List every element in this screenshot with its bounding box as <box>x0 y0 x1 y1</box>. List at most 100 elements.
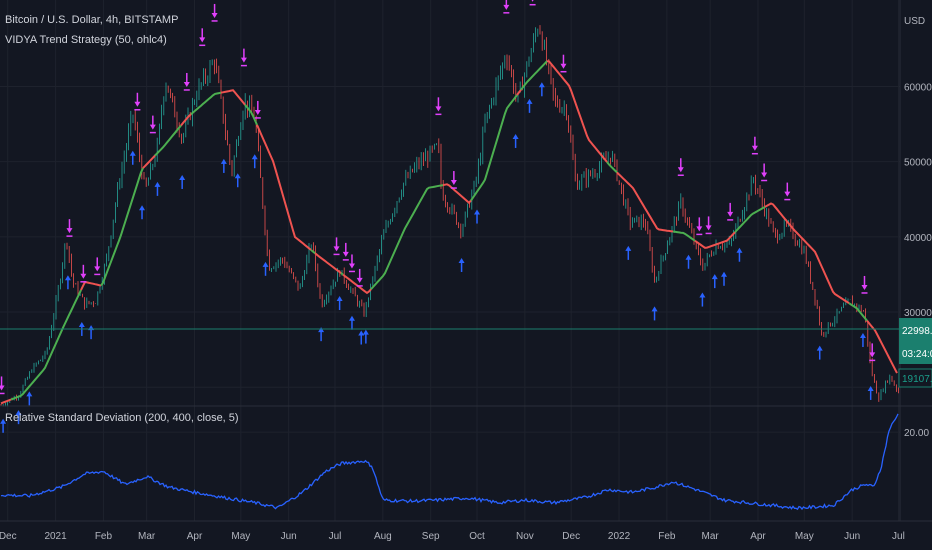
symbol-legend[interactable]: Bitcoin / U.S. Dollar, 4h, BITSTAMP <box>5 14 179 26</box>
time-tick-label: Mar <box>702 531 720 542</box>
buy-signal-arrow <box>220 158 227 173</box>
time-tick-label: 2021 <box>44 531 67 542</box>
time-tick-label: Oct <box>469 531 485 542</box>
sell-arrow-head <box>531 0 534 2</box>
currency-label: USD <box>904 16 925 27</box>
rsd-legend[interactable]: Relative Standard Deviation (200, 400, c… <box>5 412 239 424</box>
sell-signal-arrow <box>94 257 101 276</box>
buy-arrow-head <box>220 158 227 164</box>
vidya-bear-segment <box>142 154 156 169</box>
time-axis[interactable]: Dec 2021 Feb Mar Apr May Jun Jul Aug Sep Oct Nov Dec… <box>0 531 905 542</box>
buy-arrow-head <box>458 257 465 263</box>
sell-signal-arrow <box>869 343 876 362</box>
buy-signal-arrow <box>736 247 743 262</box>
sell-signal-arrow <box>356 268 363 287</box>
buy-signal-arrow <box>859 333 866 348</box>
time-tick-label: 2022 <box>608 531 631 542</box>
sell-signal-arrow <box>342 242 349 261</box>
buy-arrow-head <box>318 327 325 333</box>
buy-arrow-head <box>474 209 481 215</box>
sell-signal-arrow <box>348 254 355 273</box>
time-tick-label: Jul <box>892 531 905 542</box>
buy-signal-arrow <box>64 275 71 290</box>
sell-signal-arrow <box>503 0 510 14</box>
buy-arrow-head <box>711 274 718 280</box>
buy-arrow-head <box>129 150 136 156</box>
vidya-bull-segment <box>606 161 618 174</box>
sell-arrow-head <box>149 124 156 130</box>
buy-signal-arrow <box>251 154 258 169</box>
buy-signal-arrow <box>538 82 545 97</box>
buy-arrow-head <box>512 133 519 139</box>
price-tick-label: 60000.00 <box>904 82 932 93</box>
buy-arrow-head <box>685 254 692 260</box>
vidya-bull-segment <box>190 91 222 115</box>
sell-arrow-head <box>503 4 510 10</box>
buy-signal-arrow <box>362 329 369 344</box>
buy-arrow-head <box>859 333 866 339</box>
time-tick-label: Apr <box>750 531 766 542</box>
buy-arrow-head <box>736 247 743 253</box>
buy-arrow-head <box>358 330 365 336</box>
sell-arrow-head <box>696 226 703 232</box>
buy-signal-arrow <box>15 410 22 425</box>
sell-arrow-head <box>435 106 442 112</box>
buy-signal-arrow <box>458 257 465 272</box>
vidya-bear-segment <box>546 60 608 163</box>
vidya-bear-segment <box>694 231 736 249</box>
price-tick-label: 30000.00 <box>904 308 932 319</box>
vidya-bull-segment <box>310 249 316 254</box>
sell-arrow-head <box>705 225 712 231</box>
low-label: 19107.68 <box>902 374 932 385</box>
price-axis[interactable]: 30000.00 40000.00 50000.00 60000.00 <box>904 82 932 319</box>
buy-arrow-head <box>179 174 186 180</box>
time-tick-label: Jul <box>329 531 342 542</box>
buy-arrow-head <box>154 181 161 187</box>
vidya-bull-segment <box>370 184 444 290</box>
buy-signal-arrow <box>139 205 146 220</box>
buy-signal-arrow <box>625 245 632 260</box>
vidya-bull-segment <box>154 124 182 157</box>
buy-signal-arrow <box>526 98 533 113</box>
sell-signal-arrow <box>705 216 712 235</box>
buy-signal-arrow <box>26 391 33 406</box>
buy-signal-arrow <box>262 261 269 276</box>
price-label-box <box>899 318 932 364</box>
sell-signal-arrow <box>751 136 758 155</box>
sell-signal-arrow <box>450 171 457 189</box>
sell-arrow-head <box>0 385 5 391</box>
buy-arrow-head <box>625 245 632 251</box>
buy-arrow-head <box>336 296 343 302</box>
vidya-bull-segment <box>672 230 696 242</box>
sell-signal-arrow <box>529 0 536 6</box>
sell-arrow-head <box>199 37 206 43</box>
sell-signal-arrow <box>560 54 567 73</box>
rsd-line <box>0 413 899 511</box>
sell-arrow-head <box>80 273 87 279</box>
sell-signal-arrow <box>435 97 442 116</box>
vidya-bull-segment <box>340 272 344 276</box>
vidya-bull-segment <box>10 289 82 401</box>
sell-arrow-head <box>211 12 218 18</box>
buy-arrow-head <box>64 275 71 281</box>
sell-signal-arrow <box>240 48 247 67</box>
buy-arrow-head <box>362 329 369 335</box>
buy-signal-arrow <box>179 174 186 189</box>
buy-signal-arrow <box>474 209 481 224</box>
buy-arrow-head <box>78 321 85 327</box>
sell-signal-arrow <box>861 275 868 294</box>
buy-arrow-head <box>234 173 241 179</box>
buy-arrow-head <box>15 410 22 416</box>
buy-signal-arrow <box>234 173 241 188</box>
signals <box>0 0 876 433</box>
buy-signal-arrow <box>154 181 161 196</box>
buy-signal-arrow <box>0 418 7 433</box>
buy-signal-arrow <box>711 274 718 289</box>
buy-signal-arrow <box>699 292 706 307</box>
indicator-legend[interactable]: VIDYA Trend Strategy (50, ohlc4) <box>5 34 167 46</box>
sell-arrow-head <box>761 172 768 178</box>
price-label: 22998.94 <box>902 326 932 337</box>
sell-arrow-head <box>254 109 261 115</box>
time-tick-label: Aug <box>374 531 392 542</box>
